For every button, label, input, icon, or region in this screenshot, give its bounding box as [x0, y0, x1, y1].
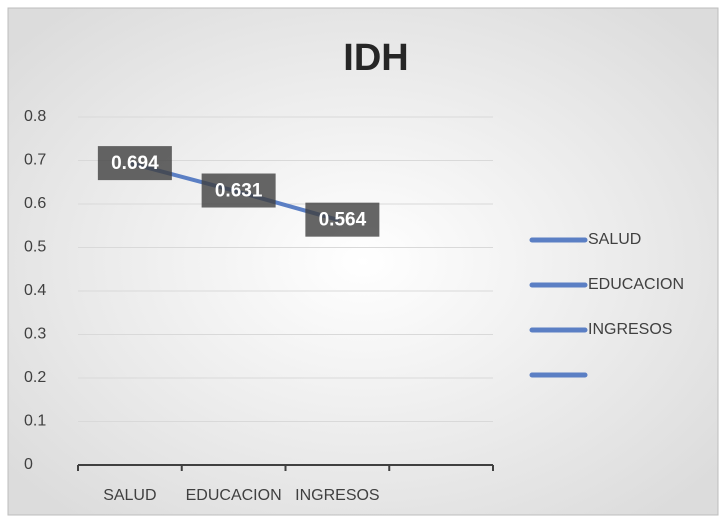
chart-title: IDH	[343, 37, 408, 79]
legend-label: SALUD	[588, 231, 641, 248]
data-label: 0.631	[215, 181, 263, 202]
data-label-box	[97, 146, 172, 181]
legend-label: EDUCACION	[588, 276, 684, 293]
data-label: 0.564	[319, 210, 367, 231]
data-label-box	[201, 173, 276, 208]
y-tick-label: 0.1	[24, 413, 46, 430]
y-tick-label: 0.4	[24, 282, 46, 299]
y-tick-label: 0.6	[24, 195, 46, 212]
y-tick-label: 0	[24, 456, 33, 473]
chart-background	[7, 7, 719, 516]
x-tick-label: SALUD	[103, 487, 156, 504]
y-tick-label: 0.8	[24, 108, 46, 125]
data-label: 0.694	[111, 153, 159, 174]
x-tick-label: INGRESOS	[295, 487, 379, 504]
legend-label: INGRESOS	[588, 321, 672, 338]
y-tick-label: 0.5	[24, 239, 46, 256]
y-tick-label: 0.2	[24, 369, 46, 386]
x-tick-label: EDUCACION	[186, 487, 282, 504]
y-tick-label: 0.7	[24, 152, 46, 169]
y-tick-label: 0.3	[24, 326, 46, 343]
data-label-box	[305, 202, 380, 237]
